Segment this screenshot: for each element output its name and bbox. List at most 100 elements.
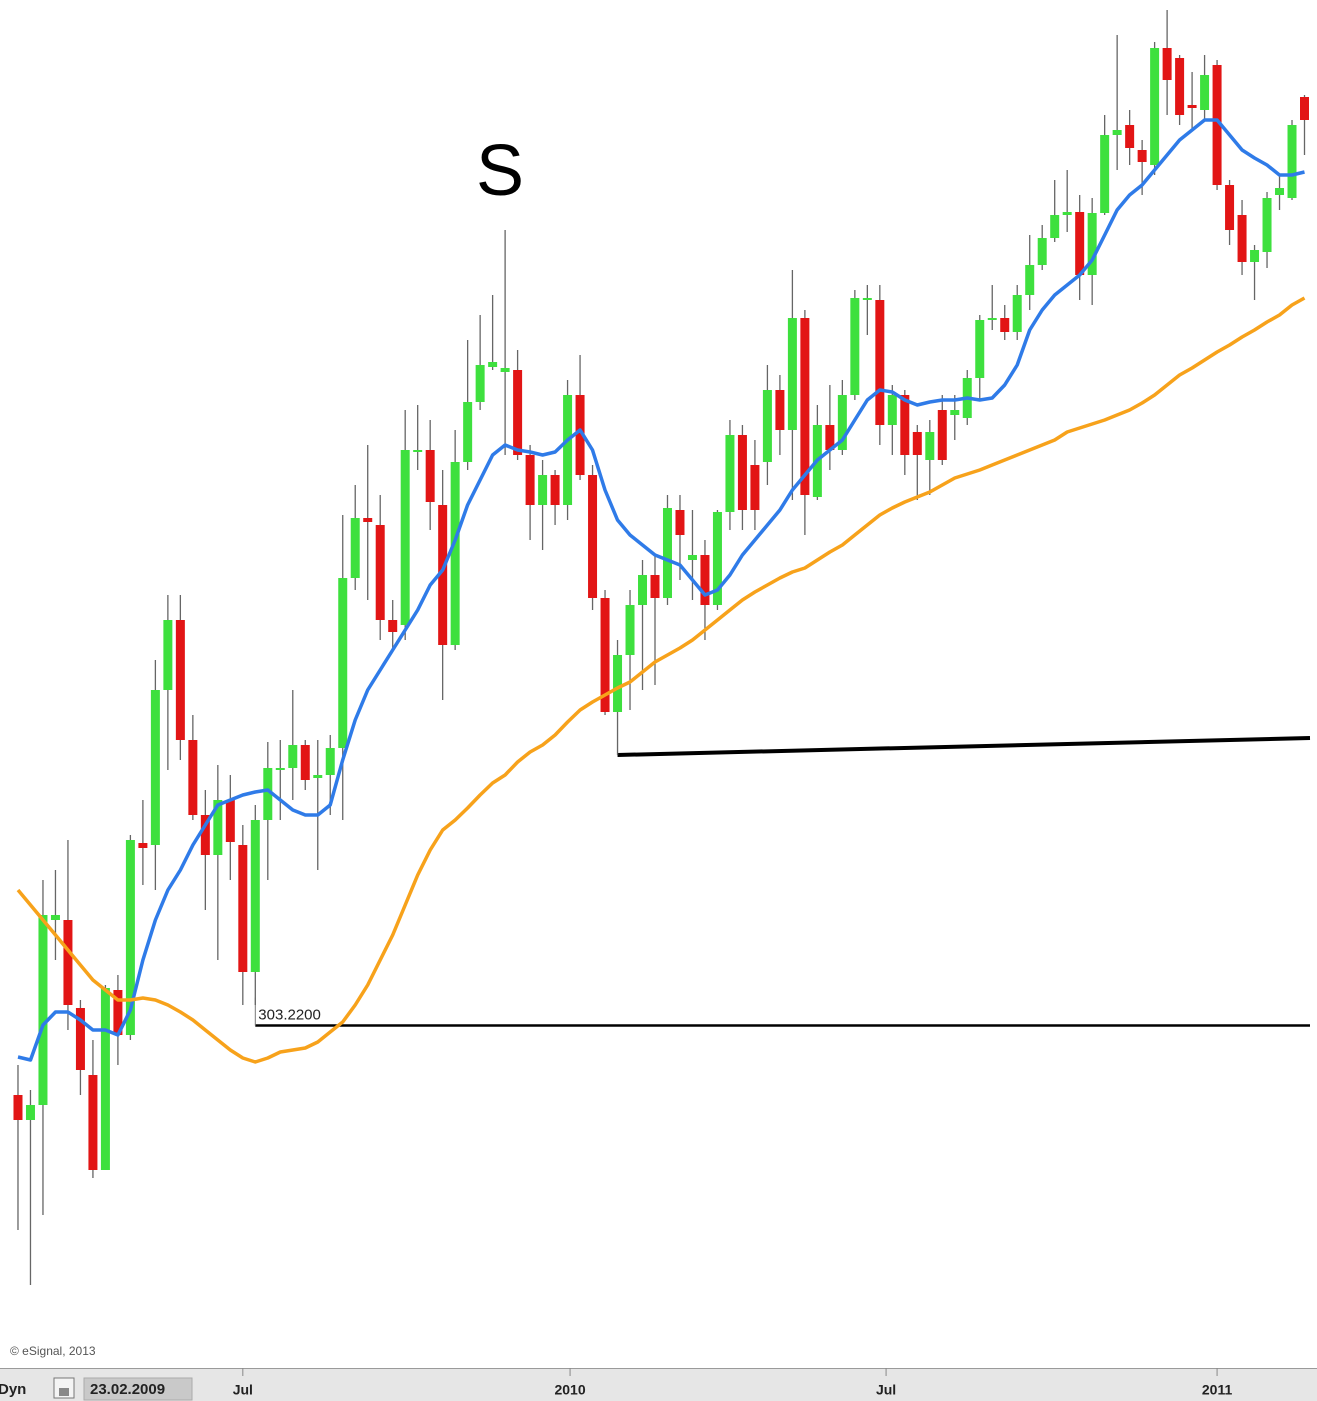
- candle-body: [650, 575, 660, 598]
- candle-body: [1150, 48, 1160, 165]
- candle-body: [850, 298, 860, 395]
- candle-body: [388, 620, 398, 632]
- candle-body: [275, 768, 285, 770]
- candle-body: [825, 425, 835, 450]
- candle-body: [463, 402, 473, 462]
- candle-body: [450, 462, 460, 645]
- date-box[interactable]: [83, 1377, 193, 1401]
- candle-body: [975, 320, 985, 378]
- candle-body: [762, 390, 772, 462]
- candle-body: [1212, 65, 1222, 185]
- candle-body: [525, 455, 535, 505]
- candle-body: [363, 518, 373, 522]
- candle-body: [950, 410, 960, 415]
- x-tick-label: 2011: [1202, 1382, 1233, 1398]
- level-label: 303.2200: [258, 1007, 321, 1024]
- candle-body: [213, 800, 223, 855]
- candle-body: [25, 1105, 35, 1120]
- candle-body: [987, 318, 997, 320]
- candle-body: [288, 745, 298, 768]
- candle-body: [63, 920, 73, 1005]
- x-tick-label: 2010: [554, 1382, 585, 1398]
- candle-body: [1200, 75, 1210, 110]
- candle-body: [338, 578, 348, 748]
- candle-body: [700, 555, 710, 605]
- moving-average: [17, 118, 1305, 1062]
- candle-body: [600, 598, 610, 712]
- candle-body: [513, 370, 523, 455]
- candle-body: [625, 605, 635, 655]
- candle-body: [912, 432, 922, 455]
- candle-body: [488, 362, 498, 367]
- candle-body: [775, 390, 785, 430]
- copyright: © eSignal, 2013: [10, 1344, 96, 1358]
- candle-body: [250, 820, 260, 972]
- candle-body: [1262, 198, 1272, 252]
- candle-body: [238, 845, 248, 972]
- candle-body: [1237, 215, 1247, 262]
- candle-body: [1175, 58, 1185, 115]
- candle-body: [613, 655, 623, 712]
- candle-body: [887, 395, 897, 425]
- candle-body: [575, 395, 585, 475]
- candle-body: [937, 410, 947, 460]
- candle-body: [1187, 105, 1197, 108]
- candle-body: [88, 1075, 98, 1170]
- candle-body: [1137, 150, 1147, 162]
- candle-body: [1300, 97, 1310, 120]
- candle-body: [638, 575, 648, 605]
- x-tick-label: Jul: [876, 1382, 896, 1398]
- annotation: S: [476, 131, 524, 211]
- candle-body: [475, 365, 485, 402]
- candle-body: [1037, 238, 1047, 265]
- candle-body: [425, 450, 435, 502]
- candle-body: [725, 435, 735, 512]
- candle-body: [163, 620, 173, 690]
- candle-body: [787, 318, 797, 430]
- candle-body: [1050, 215, 1060, 238]
- candle-body: [862, 298, 872, 300]
- candle-body: [1162, 48, 1172, 80]
- candle-body: [125, 840, 135, 1035]
- candle-body: [550, 475, 560, 505]
- candle-body: [75, 1008, 85, 1070]
- lock-icon: [59, 1388, 69, 1396]
- candle-body: [925, 432, 935, 460]
- candle-body: [1062, 212, 1072, 215]
- candle-body: [138, 843, 148, 848]
- candle-body: [662, 508, 672, 598]
- candle-body: [875, 300, 885, 425]
- candle-body: [687, 555, 697, 560]
- candle-body: [175, 620, 185, 740]
- candle-body: [263, 768, 273, 820]
- candle-body: [350, 518, 360, 578]
- candle-body: [13, 1095, 23, 1120]
- candle-body: [900, 395, 910, 455]
- time-axis-bar: [0, 1368, 1317, 1401]
- candle-body: [1025, 265, 1035, 295]
- candle-body: [38, 915, 48, 1105]
- candle-body: [588, 475, 598, 598]
- candle-body: [538, 475, 548, 505]
- candle-body: [1112, 130, 1122, 135]
- candle-body: [750, 465, 760, 510]
- candle-body: [400, 450, 410, 625]
- candle-body: [50, 915, 60, 920]
- candle-body: [675, 510, 685, 535]
- candle-body: [712, 512, 722, 605]
- candle-body: [737, 435, 747, 510]
- candle-body: [1075, 212, 1085, 275]
- candle-body: [188, 740, 198, 815]
- candle-body: [313, 775, 323, 778]
- candle-body: [375, 525, 385, 620]
- candle-body: [1125, 125, 1135, 148]
- candle-body: [438, 505, 448, 645]
- candle-body: [1275, 188, 1285, 195]
- trend-line: [617, 736, 1311, 757]
- x-tick-label: Jul: [233, 1382, 253, 1398]
- candle-body: [325, 748, 335, 775]
- candle-body: [225, 800, 235, 842]
- candle-body: [1250, 250, 1260, 262]
